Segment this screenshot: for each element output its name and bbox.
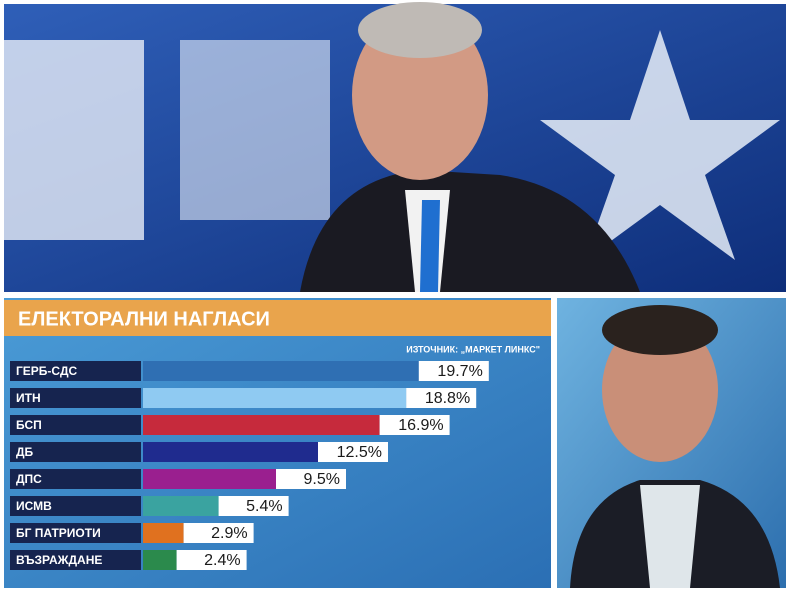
value-box <box>176 550 247 570</box>
category-box <box>10 415 141 435</box>
bars: ГЕРБ-СДС 19.7% ИТН 18.8% БСП 16.9% ДБ 12.5% ДПС 9… <box>10 361 489 570</box>
value-label: 18.8% <box>425 390 470 407</box>
chart-panel: ЕЛЕКТОРАЛНИ НАГЛАСИ ИЗТОЧНИК: „МАРКЕТ ЛИ… <box>4 298 551 588</box>
category-label: ИСМВ <box>16 499 52 513</box>
source: ИЗТОЧНИК: „МАРКЕТ ЛИНКС" <box>406 344 540 354</box>
category-label: ГЕРБ-СДС <box>16 364 77 378</box>
value-box <box>406 388 477 408</box>
category-box <box>10 550 141 570</box>
bar <box>143 388 407 408</box>
value-label: 2.4% <box>204 552 240 569</box>
category-box <box>10 388 141 408</box>
value-label: 2.9% <box>211 525 247 542</box>
bar <box>143 415 380 435</box>
value-box <box>218 496 289 516</box>
bar <box>143 550 177 570</box>
value-label: 9.5% <box>304 471 340 488</box>
bar <box>143 361 419 381</box>
category-label: БСП <box>16 418 42 432</box>
top-photo <box>4 2 786 292</box>
bar <box>143 523 184 543</box>
value-box <box>183 523 254 543</box>
category-label: ВЪЗРАЖДАНЕ <box>16 553 102 567</box>
value-label: 5.4% <box>246 498 282 515</box>
value-box <box>318 442 388 462</box>
value-box <box>379 415 450 435</box>
category-label: ДБ <box>16 445 34 459</box>
right-photo <box>557 298 786 588</box>
category-box <box>10 469 141 489</box>
category-label: БГ ПАТРИОТИ <box>16 526 101 540</box>
value-box <box>276 469 346 489</box>
category-box <box>10 523 141 543</box>
value-label: 12.5% <box>337 444 382 461</box>
category-box <box>10 496 141 516</box>
value-label: 16.9% <box>398 417 443 434</box>
category-label: ИТН <box>16 391 41 405</box>
category-box <box>10 442 141 462</box>
bar <box>143 442 318 462</box>
chart-title: ЕЛЕКТОРАЛНИ НАГЛАСИ <box>18 308 270 330</box>
category-label: ДПС <box>16 472 42 486</box>
value-box <box>418 361 489 381</box>
category-box <box>10 361 141 381</box>
bar <box>143 496 219 516</box>
value-label: 19.7% <box>437 363 482 380</box>
bar <box>143 469 276 489</box>
